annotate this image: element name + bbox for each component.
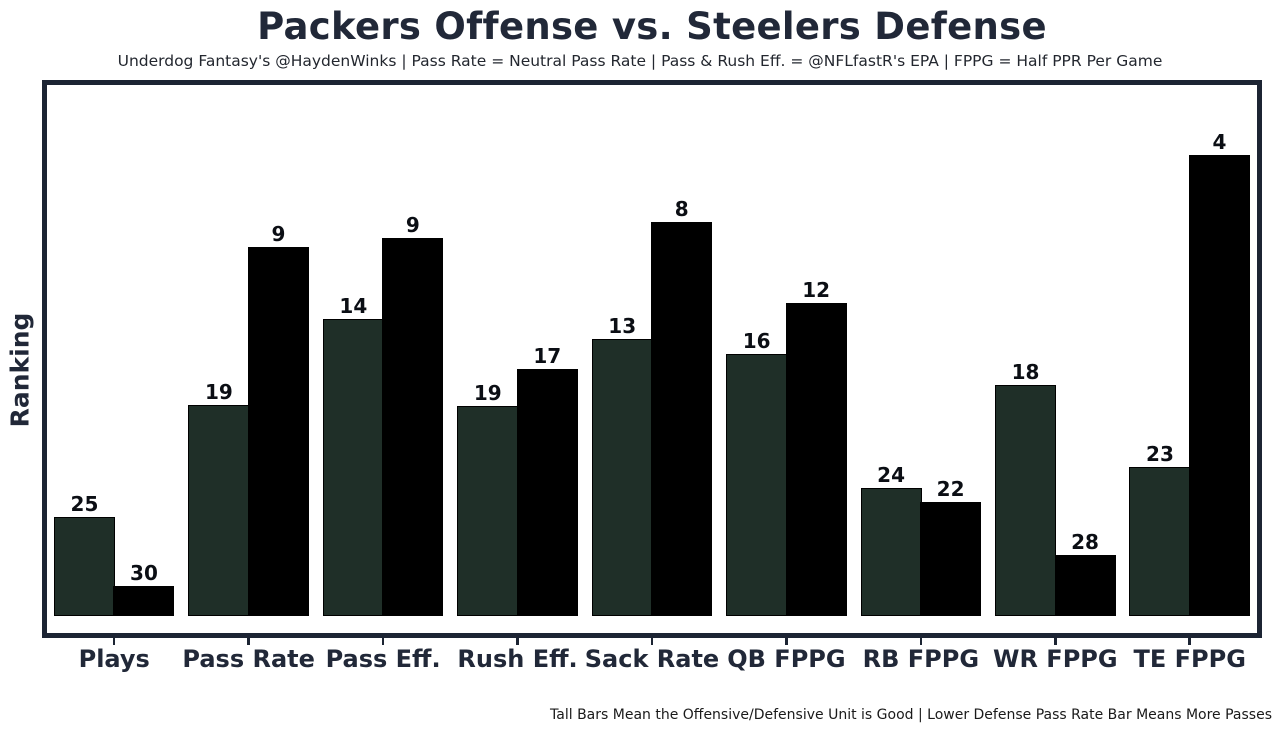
x-axis-label: TE FPPG: [1133, 645, 1246, 673]
defense-bar: 28: [1054, 530, 1116, 616]
defense-bar: 22: [920, 477, 982, 616]
bar-group: 19 9: [181, 85, 315, 616]
x-tick: [516, 638, 519, 645]
offense-bar: 23: [1129, 442, 1191, 616]
defense-bar: 9: [247, 222, 309, 616]
bar-value-label: 23: [1146, 442, 1174, 466]
bar-group: 14 9: [316, 85, 450, 616]
x-tick-cell: [450, 638, 584, 645]
offense-bar: 25: [53, 492, 115, 616]
x-axis-label: Pass Eff.: [325, 645, 441, 673]
bar-group: 19 17: [450, 85, 584, 616]
offense-bar: 24: [860, 463, 922, 616]
bar-value-label: 9: [271, 222, 286, 246]
y-axis-label: Ranking: [5, 312, 35, 428]
x-axis-labels: Plays Pass Rate Pass Eff. Rush Eff. Sack Rat…: [47, 645, 1257, 673]
x-tick: [247, 638, 250, 645]
offense-bar: 14: [322, 294, 384, 616]
x-tick: [1188, 638, 1191, 645]
x-axis-ticks: [47, 638, 1257, 645]
bar-group: 13 8: [585, 85, 719, 616]
x-tick: [381, 638, 385, 645]
bar-group: 18 28: [988, 85, 1122, 616]
bar-value-label: 8: [674, 197, 689, 221]
x-tick-cell: [854, 638, 988, 645]
x-tick: [112, 638, 116, 645]
bar-value-label: 19: [473, 381, 502, 405]
bar-value-label: 19: [204, 380, 233, 404]
bar-value-label: 13: [608, 314, 637, 338]
bar-groups: 25 30 19 9 14 9 19 17 13 8 16 12 24 22 18 28 23 4: [47, 85, 1257, 616]
x-tick: [650, 638, 654, 645]
bar-value-label: 9: [405, 213, 420, 237]
bar-value-label: 22: [936, 477, 965, 501]
bar-value-label: 18: [1011, 360, 1040, 384]
x-tick-cell: [181, 638, 315, 645]
defense-bar: 8: [651, 197, 713, 616]
x-tick-cell: [316, 638, 450, 645]
bar-value-label: 12: [802, 278, 831, 302]
x-tick-cell: [47, 638, 181, 645]
x-tick-cell: [585, 638, 719, 645]
x-tick-cell: [988, 638, 1122, 645]
bar-value-label: 28: [1071, 530, 1099, 554]
offense-bar: 13: [591, 314, 653, 616]
bar-group: 25 30: [47, 85, 181, 616]
bar-value-label: 16: [742, 329, 771, 353]
defense-bar: 4: [1188, 130, 1250, 616]
chart-title: Packers Offense vs. Steelers Defense: [257, 5, 1047, 48]
chart-subtitle: Underdog Fantasy's @HaydenWinks | Pass R…: [117, 52, 1163, 70]
offense-bar: 16: [726, 329, 788, 616]
x-tick-cell: [1123, 638, 1257, 645]
defense-bar: 9: [382, 213, 444, 616]
x-axis-label: WR FPPG: [993, 645, 1118, 673]
plot-area: 25 30 19 9 14 9 19 17 13 8 16 12 24 22 18 28 23 4: [42, 80, 1262, 638]
x-axis-label: Sack Rate: [584, 645, 720, 673]
bar-value-label: 24: [877, 463, 906, 487]
x-axis-label: Plays: [78, 645, 150, 673]
bar-group: 23 4: [1123, 85, 1257, 616]
x-axis-label: RB FPPG: [862, 645, 980, 673]
footer-note: Tall Bars Mean the Offensive/Defensive U…: [550, 707, 1272, 723]
x-tick: [1054, 638, 1057, 645]
offense-bar: 19: [457, 381, 519, 616]
x-axis-label: Rush Eff.: [457, 645, 578, 673]
defense-bar: 30: [113, 561, 175, 616]
bar-group: 24 22: [854, 85, 988, 616]
offense-bar: 19: [188, 380, 250, 616]
x-tick-cell: [719, 638, 853, 645]
defense-bar: 17: [516, 344, 578, 616]
bar-value-label: 17: [533, 344, 562, 368]
defense-bar: 12: [785, 278, 847, 616]
x-tick: [919, 638, 923, 645]
bar-value-label: 14: [339, 294, 368, 318]
bar-value-label: 25: [70, 492, 99, 516]
x-axis-label: QB FPPG: [727, 645, 846, 673]
bar-value-label: 30: [130, 561, 158, 585]
bar-value-label: 4: [1212, 130, 1227, 154]
x-axis-label: Pass Rate: [182, 645, 315, 673]
bar-group: 16 12: [719, 85, 853, 616]
offense-bar: 18: [995, 360, 1057, 616]
x-tick: [785, 638, 788, 645]
